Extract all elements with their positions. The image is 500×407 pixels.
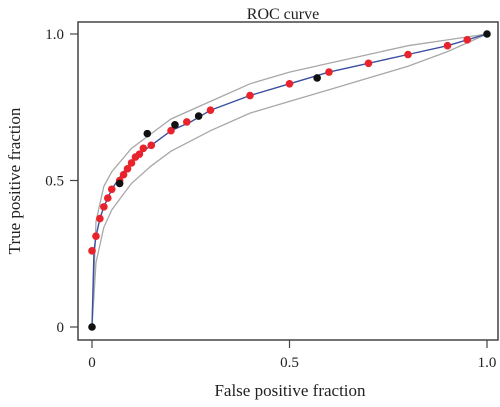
- red-point: [183, 118, 191, 126]
- red-point: [119, 170, 128, 179]
- red-point: [443, 41, 452, 50]
- black-point: [194, 112, 203, 120]
- y-axis-label: True positive fraction: [5, 107, 24, 254]
- roc-line: [91, 33, 488, 328]
- confidence-band: [91, 33, 488, 328]
- red-point: [107, 185, 116, 194]
- red-point: [123, 164, 132, 173]
- band-upper: [91, 33, 488, 328]
- red-point: [206, 106, 215, 114]
- red-point: [127, 159, 136, 167]
- red-point: [167, 126, 175, 135]
- red-point: [463, 36, 472, 44]
- black-point: [143, 129, 152, 138]
- black-point: [115, 179, 124, 188]
- red-point: [139, 144, 148, 153]
- black-point: [171, 121, 179, 129]
- x-tick-label: 1.0: [478, 355, 497, 371]
- x-axis-label: False positive fraction: [214, 381, 366, 400]
- red-point: [325, 68, 333, 76]
- black-point: [313, 74, 321, 82]
- red-point: [135, 150, 144, 158]
- y-tick-label: 0.5: [45, 174, 64, 190]
- band-lower: [91, 33, 488, 328]
- y-tick-label: 1.0: [45, 27, 64, 43]
- roc-curve: [91, 33, 488, 328]
- red-point: [246, 91, 254, 100]
- red-point: [364, 59, 373, 68]
- plot-frame: [77, 21, 499, 341]
- x-tick-label: 0.5: [280, 355, 299, 371]
- red-point: [147, 141, 156, 150]
- red-point: [92, 232, 100, 240]
- red-point: [100, 203, 108, 211]
- red-point: [404, 50, 412, 59]
- chart-title: ROC curve: [247, 6, 319, 23]
- red-point: [88, 247, 96, 255]
- red-point: [104, 194, 112, 202]
- black-point: [483, 30, 491, 38]
- red-point: [96, 214, 104, 223]
- black-point: [88, 323, 96, 331]
- red-point: [285, 80, 294, 88]
- axes: 0 0.5 1.0 0 0.5 1.0: [45, 27, 496, 371]
- x-tick-label: 0: [88, 355, 96, 371]
- y-tick-label: 0: [57, 320, 65, 336]
- roc-points: [88, 30, 491, 331]
